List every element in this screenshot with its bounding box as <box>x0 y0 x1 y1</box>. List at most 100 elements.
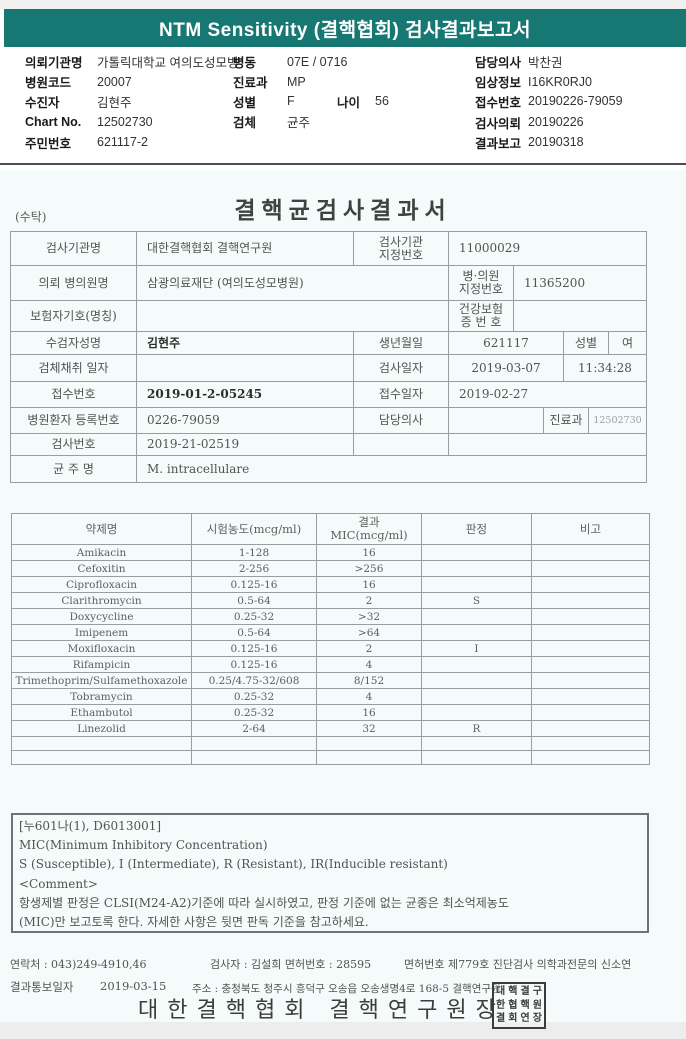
field-label: 검사의뢰 <box>475 116 522 131</box>
interpretation <box>421 672 532 689</box>
scanned-report: (수탁) 결핵균검사결과서 검사기관명 대한결핵협회 결핵연구원 검사기관 지정… <box>0 170 686 1029</box>
form-value: 11:34:28 <box>563 354 647 382</box>
field-value: 56 <box>375 94 389 109</box>
interpretation <box>421 688 532 705</box>
note <box>531 560 650 577</box>
drug-sensitivity-table: 약제명 시험농도(mcg/ml) 결과 MIC(mcg/ml) 판정 비고 Am… <box>11 513 650 765</box>
field-resident-no: 주민번호 621117-2 <box>25 132 238 152</box>
mic-result: 32 <box>316 720 422 737</box>
field-attending-doctor: 담당의사 박찬권 <box>475 52 623 72</box>
form-value: 대한결핵협회 결핵연구원 <box>136 231 354 266</box>
seal-text-column: 핵 협 회 <box>508 986 518 1024</box>
drug-name: Rifampicin <box>11 656 192 673</box>
form-row-collection-date: 검체채취 일자 검사일자 2019-03-07 11:34:28 <box>10 354 649 382</box>
field-receipt-no: 접수번호 20190226-79059 <box>475 92 623 112</box>
field-value: I16KR0RJ0 <box>528 74 592 89</box>
test-range: 0.25-32 <box>191 704 317 721</box>
patient-header: 의뢰기관명 가톨릭대학교 여의도성모병 병원코드 20007 수진자 김현주 C… <box>0 52 686 162</box>
form-value: 11365200 <box>513 265 647 301</box>
field-chart-no: Chart No. 12502730 <box>25 112 238 132</box>
note <box>531 624 650 641</box>
report-banner: NTM Sensitivity (결핵협회) 검사결과보고서 <box>4 9 686 47</box>
comment-line: <Comment> <box>19 876 98 891</box>
field-specimen: 검체 균주 <box>233 111 389 131</box>
field-value: 20190226 <box>528 115 584 130</box>
field-value: 621117-2 <box>97 135 148 150</box>
form-label: 건강보험 증 번 호 <box>448 300 514 332</box>
table-row: Doxycycline 0.25-32 >32 <box>11 608 650 625</box>
mic-result: >64 <box>316 624 422 641</box>
note <box>531 656 650 673</box>
footer-examiner: 검사자 : 김설희 면허번호 : 28595 <box>210 958 372 971</box>
test-range: 2-64 <box>191 720 317 737</box>
document-title: 결핵균검사결과서 <box>234 197 452 224</box>
note <box>531 576 650 593</box>
form-value <box>448 407 544 434</box>
form-value: 2019-03-07 <box>448 354 564 382</box>
consign-label: (수탁) <box>15 210 47 224</box>
form-label: 보험자기호(명칭) <box>10 300 137 332</box>
footer-contact: 연락처 : 043)249-4910,46 <box>10 958 147 971</box>
form-value: M. intracellulare <box>136 455 647 483</box>
form-value <box>513 300 647 332</box>
col-header-mic-result: 결과 MIC(mcg/ml) <box>316 513 422 545</box>
header-separator <box>0 163 686 165</box>
table-row: Tobramycin 0.25-32 4 <box>11 688 650 705</box>
drug-name: Tobramycin <box>11 688 192 705</box>
field-value: F <box>287 94 295 109</box>
field-sex-age: 성별 F 나이 56 <box>233 92 389 112</box>
footer-license: 면허번호 제779호 진단검사 의학과전문의 신소연 <box>404 958 632 971</box>
form-value: 삼광의료재단 (여의도성모병원) <box>136 265 449 301</box>
form-value: 2019-02-27 <box>448 381 647 408</box>
test-range: 0.125-16 <box>191 576 317 593</box>
comment-box: [누601나(1), D6013001] MIC(Minimum Inhibit… <box>11 813 649 933</box>
patient-header-col2: 병동 07E / 0716 진료과 MP 성별 F 나이 56 검체 균주 <box>233 52 389 131</box>
form-label: 검사기관명 <box>10 231 137 266</box>
form-label: 성별 <box>563 331 609 355</box>
form-row-insurer: 보험자기호(명칭) 건강보험 증 번 호 <box>10 300 649 332</box>
note <box>531 640 650 657</box>
test-range: 2-256 <box>191 560 317 577</box>
seal-text-column: 대 한 결 <box>496 986 506 1024</box>
field-label: 병동 <box>233 56 257 71</box>
mic-result: 8/152 <box>316 672 422 689</box>
field-label: 진료과 <box>233 76 268 91</box>
field-label: 병원코드 <box>25 76 72 91</box>
interpretation <box>421 576 532 593</box>
field-value: 20007 <box>97 74 132 89</box>
comment-line: MIC(Minimum Inhibitory Concentration) <box>19 838 268 853</box>
field-label: 접수번호 <box>475 95 522 110</box>
test-range: 1-128 <box>191 544 317 561</box>
form-label: 생년월일 <box>353 331 449 355</box>
form-row-requesting-hospital: 의뢰 병의원명 삼광의료재단 (여의도성모병원) 병·의원 지정번호 11365… <box>10 265 649 301</box>
field-label: 임상정보 <box>475 76 522 91</box>
form-row-examinee: 수검자성명 김현주 생년월일 621117 성별 여 <box>10 331 649 355</box>
mic-result: 4 <box>316 656 422 673</box>
field-requesting-institution: 의뢰기관명 가톨릭대학교 여의도성모병 <box>25 52 238 72</box>
form-value: 11000029 <box>448 231 647 266</box>
table-row: Ciprofloxacin 0.125-16 16 <box>11 576 650 593</box>
form-value: 0226-79059 <box>136 407 354 434</box>
report-title: NTM Sensitivity (결핵협회) 검사결과보고서 <box>159 19 531 41</box>
top-margin-strip <box>0 0 686 9</box>
form-row-strain-name: 균 주 명 M. intracellulare <box>10 455 649 483</box>
comment-line: [누601나(1), D6013001] <box>19 819 162 833</box>
form-label: 병원환자 등록번호 <box>10 407 137 434</box>
test-range: 0.25/4.75-32/608 <box>191 672 317 689</box>
field-value: 박찬권 <box>528 56 563 71</box>
field-label: 수진자 <box>25 95 60 110</box>
table-row: Trimethoprim/Sulfamethoxazole 0.25/4.75-3… <box>11 672 650 689</box>
form-value <box>136 354 354 382</box>
organization-name: 대한결핵협회 결핵연구원장 <box>138 998 505 1023</box>
field-ward: 병동 07E / 0716 <box>233 52 389 72</box>
drug-name: Doxycycline <box>11 608 192 625</box>
table-row-empty <box>11 736 650 751</box>
test-range: 0.5-64 <box>191 624 317 641</box>
form-row-hospital-patient-no: 병원환자 등록번호 0226-79059 담당의사 진료과 12502730 <box>10 407 649 434</box>
mic-result: 16 <box>316 704 422 721</box>
form-label: 수검자성명 <box>10 331 137 355</box>
table-row: Cefoxitin 2-256 >256 <box>11 560 650 577</box>
field-label: 결과보고 <box>475 136 522 151</box>
field-label: 주민번호 <box>25 136 72 151</box>
table-row: Moxifloxacin 0.125-16 2 I <box>11 640 650 657</box>
